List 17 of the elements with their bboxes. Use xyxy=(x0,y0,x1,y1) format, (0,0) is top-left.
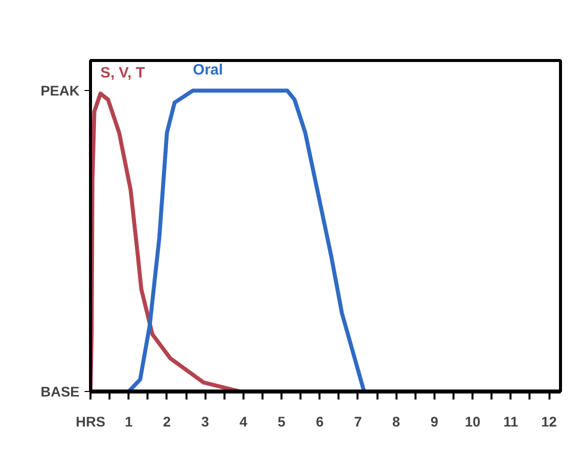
x-tick-label: 5 xyxy=(278,414,286,430)
x-tick-label: 4 xyxy=(239,414,248,430)
x-tick-label: 10 xyxy=(464,414,481,430)
x-tick-label: 12 xyxy=(541,414,558,430)
text: BASE xyxy=(40,384,80,400)
series-label: S, V, T xyxy=(100,64,145,82)
x-tick-label: 7 xyxy=(354,414,362,430)
x-tick-label: 3 xyxy=(201,414,210,430)
x-tick-label: 6 xyxy=(316,414,324,430)
x-tick-label: 9 xyxy=(430,414,439,430)
x-tick-label: 1 xyxy=(124,414,133,430)
x-axis-title: HRS xyxy=(76,414,106,430)
x-tick-label: 2 xyxy=(163,414,172,430)
text: PEAK xyxy=(40,82,80,99)
series-label: Oral xyxy=(192,62,223,79)
x-tick-label: 8 xyxy=(392,414,400,430)
x-tick-label: 11 xyxy=(503,414,518,430)
